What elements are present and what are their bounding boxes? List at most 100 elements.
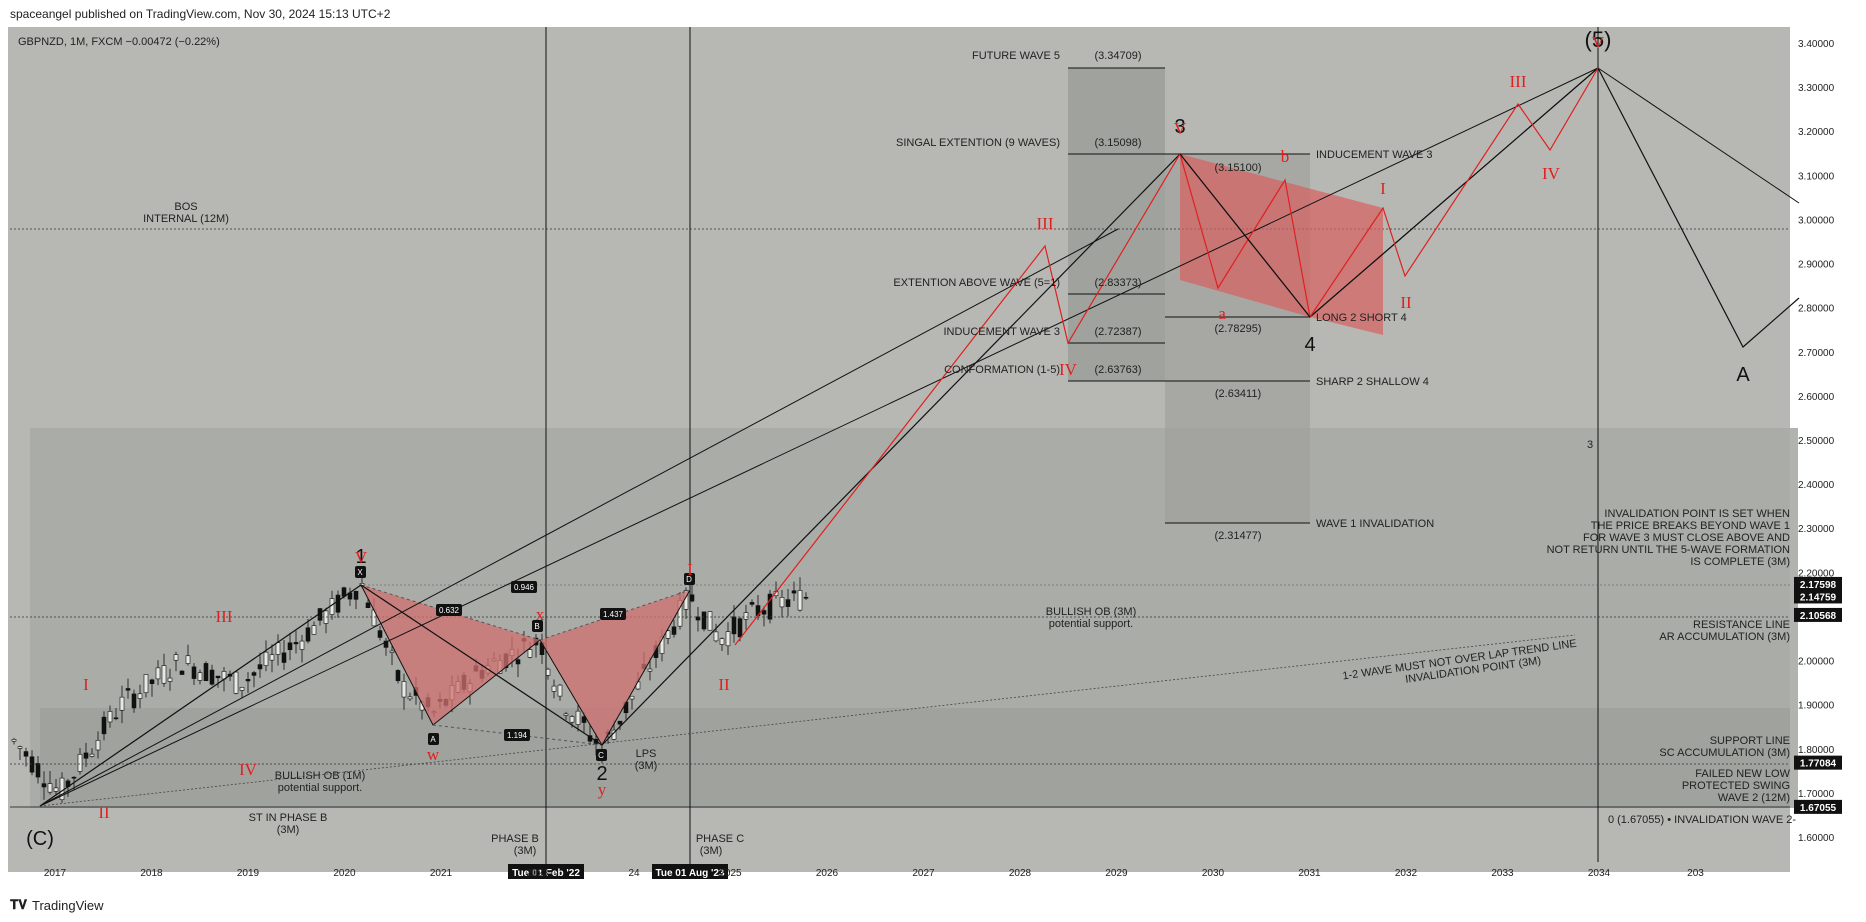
trend-line-4-5 bbox=[1309, 67, 1599, 318]
y-tick-label: 1.60000 bbox=[1798, 833, 1835, 844]
candle-body bbox=[551, 685, 557, 692]
candle-body bbox=[11, 739, 17, 742]
y-tick-label: 1.90000 bbox=[1798, 701, 1835, 712]
price-label: 2.17598 bbox=[1800, 580, 1837, 591]
w4-value-2: (2.78295) bbox=[1214, 323, 1261, 335]
x-tick-label: 2021 bbox=[430, 868, 453, 879]
candle-body bbox=[17, 746, 23, 749]
potential-support-2: potential support. bbox=[1049, 618, 1133, 630]
bullish-ob-3m: BULLISH OB (3M) bbox=[1046, 606, 1136, 618]
potential-support-1: potential support. bbox=[278, 782, 362, 794]
candle-body bbox=[287, 642, 293, 651]
w4-diagonal bbox=[1179, 153, 1311, 318]
candle-body bbox=[737, 618, 743, 638]
candle-body bbox=[269, 654, 275, 661]
point-b: B bbox=[534, 622, 539, 631]
candle-body bbox=[791, 590, 797, 594]
candle-body bbox=[647, 668, 653, 672]
ratio-xd: 0.946 bbox=[514, 583, 535, 592]
red-wave-v-2: V bbox=[1592, 33, 1605, 52]
x-tick-label: 2034 bbox=[1588, 868, 1611, 879]
candle-body bbox=[95, 740, 101, 751]
candle-body bbox=[779, 597, 785, 608]
lps-tf: (3M) bbox=[635, 760, 658, 772]
tradingview-logo-icon[interactable]: 𝐓𝐕 bbox=[10, 897, 27, 912]
y-tick-label: 2.50000 bbox=[1798, 436, 1835, 447]
x-tick-label: Tue 01 Aug '23 bbox=[655, 868, 725, 879]
y-tick-label: 2.00000 bbox=[1798, 657, 1835, 668]
red-wave-i-2: I bbox=[1380, 179, 1386, 198]
trend-line-main bbox=[39, 67, 1599, 807]
invalidation-note-3: FOR WAVE 3 MUST CLOSE ABOVE AND bbox=[1583, 532, 1790, 544]
red-wave-ii-2: II bbox=[1400, 293, 1412, 312]
candle-body bbox=[707, 611, 713, 631]
price-label-box bbox=[1794, 589, 1842, 604]
red-wave-iv-proj: IV bbox=[1059, 360, 1078, 379]
fib-label-4: INDUCEMENT WAVE 3 bbox=[943, 326, 1060, 338]
y-tick-label: 2.80000 bbox=[1798, 304, 1835, 315]
x-tick-label: 2031 bbox=[1298, 868, 1321, 879]
footer: 𝐓𝐕 TradingView bbox=[10, 897, 104, 913]
fib-value-1: (3.34709) bbox=[1094, 50, 1141, 62]
y-tick-label: 2.30000 bbox=[1798, 524, 1835, 535]
red-wave-iv-2: IV bbox=[1542, 164, 1561, 183]
x-tick-label: 2020 bbox=[333, 868, 356, 879]
bos-label: BOS bbox=[174, 201, 197, 213]
failed-low-1: FAILED NEW LOW bbox=[1695, 768, 1790, 780]
candle-body bbox=[377, 630, 383, 638]
candle-body bbox=[137, 693, 143, 699]
phase-c-tf: (3M) bbox=[700, 845, 723, 857]
symbol-label: GBPNZD, 1M, FXCM −0.00472 (−0.22%) bbox=[18, 36, 220, 48]
red-wave-i-proj: I bbox=[687, 560, 693, 579]
candle-body bbox=[155, 667, 161, 680]
candle-body bbox=[383, 640, 389, 648]
candle-body bbox=[197, 672, 203, 681]
st-phase-b: ST IN PHASE B bbox=[249, 812, 328, 824]
failed-low-3: WAVE 2 (12M) bbox=[1718, 792, 1790, 804]
point-x: X bbox=[357, 568, 363, 577]
x-tick-label: 2032 bbox=[1395, 868, 1418, 879]
invalidation-note-1: INVALIDATION POINT IS SET WHEN bbox=[1604, 508, 1790, 520]
trend-line-lower bbox=[39, 228, 1119, 807]
candle-body bbox=[263, 651, 269, 666]
fib-value-4: (2.72387) bbox=[1094, 326, 1141, 338]
ratio-ac: 1.194 bbox=[507, 731, 528, 740]
candle-body bbox=[389, 650, 395, 653]
x-tick-label: 2027 bbox=[912, 868, 935, 879]
candle-body bbox=[299, 640, 305, 650]
y-tick-label: 3.20000 bbox=[1798, 127, 1835, 138]
candle-body bbox=[581, 716, 587, 723]
wave-a-label: A bbox=[1736, 364, 1750, 386]
red-wave-ii-1: II bbox=[98, 803, 110, 822]
candle-body bbox=[179, 670, 185, 675]
zero-line-label: 0 (1.67055) • INVALIDATION WAVE 2- bbox=[1608, 814, 1796, 826]
w4-label-3: SHARP 2 SHALLOW 4 bbox=[1316, 376, 1429, 388]
candle-body bbox=[131, 693, 137, 709]
red-wave-i-1: I bbox=[83, 675, 89, 694]
price-axis[interactable]: 3.40000 3.30000 3.20000 3.10000 3.00000 2.900… bbox=[1798, 39, 1835, 844]
tradingview-brand[interactable]: TradingView bbox=[32, 897, 104, 913]
resistance-note-1: RESISTANCE LINE bbox=[1693, 619, 1790, 631]
candle-body bbox=[353, 591, 359, 600]
projection-line bbox=[1597, 67, 1800, 204]
candle-body bbox=[749, 602, 755, 605]
candle-body bbox=[23, 751, 29, 757]
x-tick-label: 2033 bbox=[1491, 868, 1514, 879]
corrective-abc bbox=[1597, 67, 1800, 348]
x-tick-label: 2018 bbox=[140, 868, 163, 879]
red-wave-iii-2: III bbox=[1510, 72, 1527, 91]
candle-body bbox=[629, 695, 635, 700]
phase-c-label: PHASE C bbox=[696, 833, 744, 845]
candle-body bbox=[47, 783, 53, 793]
w4-value-4: (2.31477) bbox=[1214, 530, 1261, 542]
lps-label: LPS bbox=[636, 748, 657, 760]
wave-c-label: (C) bbox=[26, 828, 54, 850]
candle-body bbox=[743, 612, 749, 620]
x-tick-label: 2019 bbox=[237, 868, 260, 879]
w4-value-1: (3.15100) bbox=[1214, 162, 1261, 174]
candle-body bbox=[803, 596, 809, 599]
w4-value-3: (2.63411) bbox=[1215, 388, 1261, 400]
point-c: C bbox=[598, 751, 604, 760]
fib-labels: FUTURE WAVE 5 (3.34709) SINGAL EXTENTION… bbox=[893, 50, 1141, 376]
